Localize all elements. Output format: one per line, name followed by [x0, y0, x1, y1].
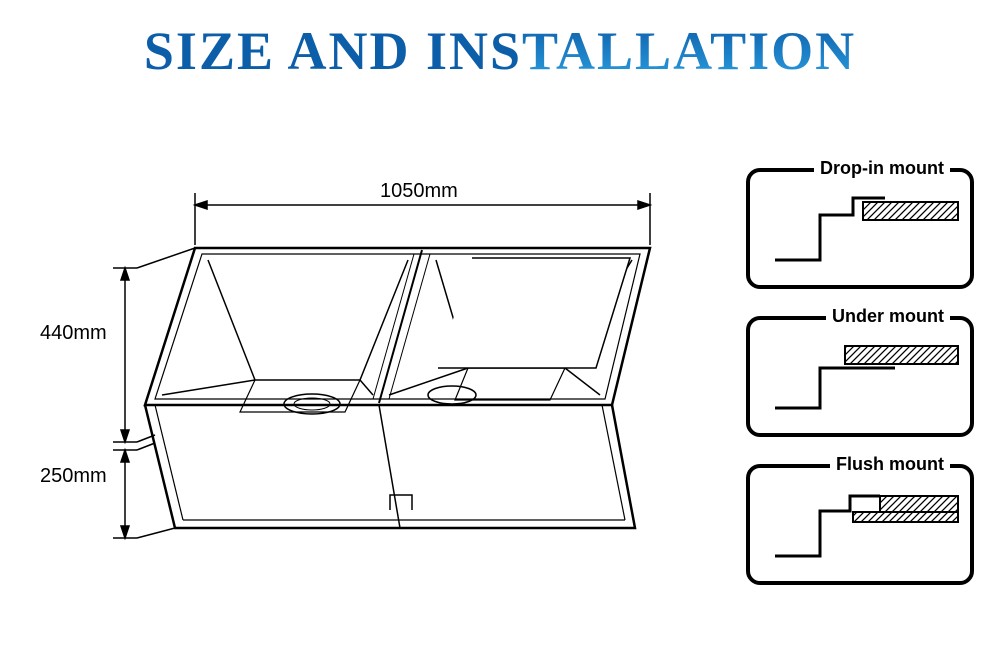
dimension-width: 440mm: [40, 322, 107, 345]
sink-dimension-diagram: 1050mm 440mm 250mm: [40, 150, 690, 600]
sink-svg: [40, 150, 690, 600]
mount-option-drop-in: Drop-in mount: [745, 160, 975, 290]
mount-option-under: Under mount: [745, 308, 975, 438]
dimension-depth: 250mm: [40, 465, 107, 488]
mount-label: Drop-in mount: [814, 158, 950, 179]
mount-options-panel: Drop-in mount Under mount Flush mount: [745, 160, 975, 586]
mount-label: Under mount: [826, 306, 950, 327]
mount-label: Flush mount: [830, 454, 950, 475]
dimension-length: 1050mm: [380, 180, 458, 203]
page-title: SIZE AND INSTALLATION: [0, 20, 1000, 82]
mount-option-flush: Flush mount: [745, 456, 975, 586]
